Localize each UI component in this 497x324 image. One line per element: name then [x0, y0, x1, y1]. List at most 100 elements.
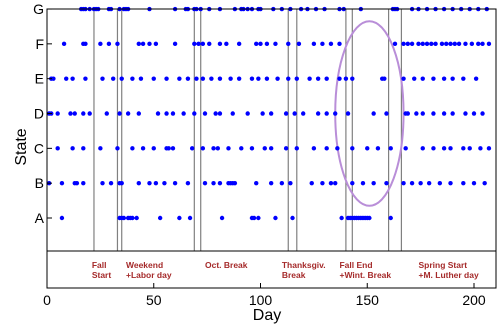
y-tick-group: A B C D E F G [33, 1, 52, 226]
point-B-29 [333, 180, 338, 186]
point-C-33 [448, 146, 453, 151]
point-E-33 [382, 76, 387, 81]
point-F-7 [140, 41, 146, 47]
annotation-0-line-0: Fall [92, 260, 107, 270]
point-E-1 [51, 76, 56, 81]
point-B-15 [202, 180, 208, 186]
point-C-27 [375, 146, 381, 151]
annotation-1: Weekend +Labor day [126, 260, 172, 280]
point-F-11 [192, 41, 197, 47]
point-B-12 [162, 180, 167, 186]
point-C-14 [215, 146, 220, 151]
annotation-2: Oct. Break [205, 260, 248, 270]
point-C-1 [70, 146, 75, 151]
point-D-26 [315, 111, 321, 116]
point-B-17 [217, 180, 223, 186]
point-D-15 [192, 111, 197, 116]
point-D-27 [324, 111, 329, 116]
point-C-9 [166, 146, 171, 151]
point-A-28 [367, 215, 372, 221]
point-E-36 [420, 76, 425, 81]
point-B-8 [119, 180, 124, 186]
annotation-3-line-1: Break [282, 270, 306, 280]
point-D-6 [87, 111, 92, 116]
point-E-18 [228, 76, 233, 81]
point-B-26 [309, 180, 314, 186]
point-D-18 [217, 111, 223, 116]
x-tick-label-0: 0 [43, 292, 51, 308]
point-F-44 [476, 41, 481, 47]
point-D-30 [371, 111, 376, 116]
point-A-17 [339, 215, 344, 221]
point-B-31 [360, 180, 366, 186]
point-B-6 [108, 180, 114, 186]
point-B-22 [254, 180, 259, 186]
point-D-33 [405, 111, 411, 116]
point-F-42 [463, 41, 468, 47]
annotation-group: Fall Start Weekend +Labor day Oct. Break Than… [92, 260, 479, 280]
point-E-5 [100, 76, 105, 81]
point-F-17 [236, 41, 242, 47]
point-E-15 [200, 76, 206, 81]
y-tick-label-E: E [35, 71, 44, 87]
point-C-5 [130, 146, 135, 151]
point-D-4 [72, 111, 77, 116]
point-A-10 [187, 215, 193, 221]
point-F-16 [224, 41, 229, 47]
point-E-14 [194, 76, 199, 81]
point-E-28 [324, 76, 329, 81]
point-D-25 [301, 111, 306, 116]
point-E-23 [275, 76, 280, 81]
point-F-0 [61, 41, 67, 47]
point-F-13 [200, 41, 206, 47]
annotation-1-line-1: +Labor day [126, 270, 172, 280]
point-C-21 [294, 146, 299, 151]
point-F-26 [328, 41, 334, 47]
point-C-3 [98, 146, 103, 151]
point-A-3 [121, 215, 127, 221]
point-C-7 [151, 146, 156, 151]
point-E-12 [177, 76, 182, 81]
point-D-16 [202, 111, 208, 116]
point-C-4 [115, 146, 120, 151]
point-B-37 [426, 180, 432, 186]
annotation-3-line-0: Thanksgiv. [282, 260, 326, 270]
point-C-20 [283, 146, 289, 151]
point-C-18 [262, 146, 267, 151]
point-D-40 [471, 111, 477, 116]
point-D-35 [420, 111, 425, 116]
point-E-16 [209, 76, 214, 81]
point-D-3 [68, 111, 73, 116]
point-E-37 [431, 76, 436, 81]
point-D-7 [104, 111, 109, 116]
point-B-35 [409, 180, 415, 186]
point-F-32 [416, 41, 421, 47]
point-C-28 [388, 146, 393, 151]
point-D-37 [441, 111, 447, 116]
point-B-10 [147, 180, 152, 186]
point-F-33 [420, 41, 425, 47]
point-E-9 [138, 76, 144, 81]
point-E-24 [286, 76, 291, 81]
point-E-34 [401, 76, 406, 81]
point-C-34 [461, 146, 466, 151]
point-C-36 [478, 146, 483, 151]
point-B-39 [448, 180, 453, 186]
point-F-4 [106, 41, 112, 47]
point-D-23 [283, 111, 289, 116]
point-F-10 [172, 41, 178, 47]
point-E-22 [264, 76, 270, 81]
point-F-45 [480, 41, 485, 47]
point-F-3 [98, 41, 103, 47]
point-F-21 [273, 41, 278, 47]
point-F-20 [264, 41, 270, 47]
point-C-29 [403, 146, 408, 151]
point-B-41 [471, 180, 477, 186]
point-B-11 [153, 180, 159, 186]
point-B-27 [320, 180, 325, 186]
point-D-14 [181, 111, 186, 116]
point-B-14 [185, 180, 191, 186]
point-B-33 [384, 180, 389, 186]
point-F-12 [196, 41, 201, 47]
annotation-4: Fall End +Wint. Break [339, 260, 391, 280]
